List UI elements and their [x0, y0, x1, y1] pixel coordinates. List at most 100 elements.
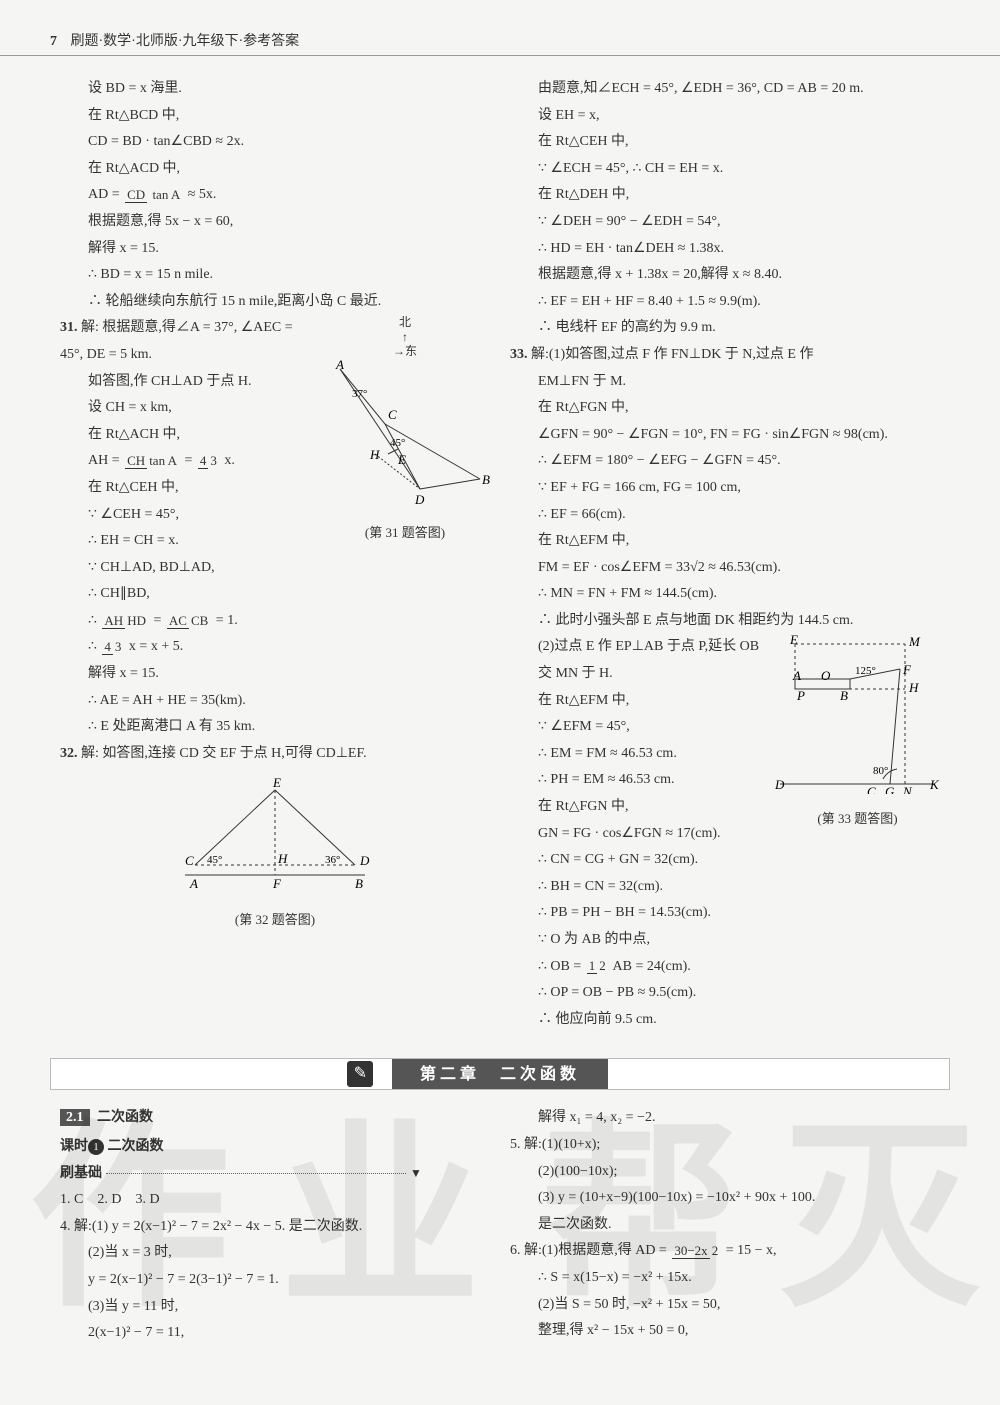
- left-column: 设 BD = x 海里. 在 Rt△BCD 中, CD = BD · tan∠C…: [50, 76, 500, 1033]
- svg-text:D: D: [359, 853, 370, 868]
- svg-text:B: B: [840, 688, 848, 703]
- answer-line: (2)(100−10x);: [510, 1159, 940, 1186]
- answer-line: 整理,得 x² − 15x + 50 = 0,: [510, 1318, 940, 1345]
- svg-text:G: G: [885, 784, 895, 794]
- denominator: tan A: [147, 453, 179, 468]
- fraction: CD tan A: [125, 188, 182, 202]
- lesson-title: 二次函数: [108, 1139, 164, 1154]
- page-number: 7: [50, 34, 57, 49]
- figure-32: E C D A F B H 45° 36° (第 32 题答图): [60, 775, 490, 932]
- question-number: 33.: [510, 347, 528, 362]
- formula-part: AB = 24(cm).: [613, 959, 691, 974]
- formula-part: =: [153, 613, 161, 628]
- text-line: 在 Rt△CEH 中,: [510, 129, 940, 156]
- svg-text:P: P: [796, 688, 805, 703]
- main-content: 设 BD = x 海里. 在 Rt△BCD 中, CD = BD · tan∠C…: [0, 56, 1000, 1043]
- compass-north: 北: [399, 315, 411, 329]
- formula-part: ∴: [88, 639, 97, 654]
- answer-line: 是二次函数.: [510, 1212, 940, 1239]
- text-line: 在 Rt△BCD 中,: [60, 103, 490, 130]
- formula-part: ∴: [88, 613, 97, 628]
- numerator: 30−2x: [672, 1243, 709, 1259]
- level-label: 刷基础: [60, 1166, 102, 1181]
- svg-text:K: K: [929, 777, 940, 792]
- bottom-content: 2.1 二次函数 课时1 二次函数 刷基础▼ 1. C 2. D 3. D 4.…: [0, 1100, 1000, 1366]
- text-line: 设 BD = x 海里.: [60, 76, 490, 103]
- svg-text:45°: 45°: [207, 854, 222, 866]
- svg-text:N: N: [902, 784, 913, 794]
- denominator: 3: [113, 639, 124, 654]
- fraction: 43: [198, 454, 219, 468]
- formula-part: ≈ 5x.: [188, 187, 217, 202]
- svg-text:E: E: [397, 452, 406, 467]
- answer-line: 5. 解:(1)(10+x);: [510, 1132, 940, 1159]
- answer-line: 4. 解:(1) y = 2(x−1)² − 7 = 2x² − 4x − 5.…: [60, 1214, 490, 1241]
- numerator: 4: [102, 639, 113, 655]
- text-line: ∴ EF = 66(cm).: [510, 502, 940, 529]
- formula-part: 6. 解:(1)根据题意,得 AD =: [510, 1243, 667, 1258]
- fraction: 12: [587, 959, 608, 973]
- answer-line: 6. 解:(1)根据题意,得 AD = 30−2x2 = 15 − x,: [510, 1238, 940, 1265]
- numerator: AH: [102, 613, 125, 629]
- text-line: 解: 根据题意,得∠A = 37°, ∠AEC = 45°, DE = 5 km…: [60, 320, 293, 362]
- svg-text:36°: 36°: [325, 854, 340, 866]
- text-line: 解得 x = 15.: [60, 236, 490, 263]
- figure-31: 北 ↑→东 A C H E D B 37° 45° (: [320, 315, 490, 545]
- text-line: ∠GFN = 90° − ∠FGN = 10°, FN = FG · sin∠F…: [510, 422, 940, 449]
- compass-east: 东: [405, 344, 417, 358]
- svg-text:D: D: [775, 777, 785, 792]
- text-line: 由题意,知∠ECH = 45°, ∠EDH = 36°, CD = AB = 2…: [510, 76, 940, 103]
- numerator: AC: [167, 613, 189, 629]
- text-line: ∴ CN = CG + GN = 32(cm).: [510, 847, 940, 874]
- text-line: 在 Rt△DEH 中,: [510, 182, 940, 209]
- svg-text:45°: 45°: [390, 437, 405, 449]
- text-line: EM⊥FN 于 M.: [510, 369, 940, 396]
- text-line: 根据题意,得 x + 1.38x = 20,解得 x ≈ 8.40.: [510, 262, 940, 289]
- chapter-band: ✎ 第二章 二次函数: [50, 1058, 950, 1090]
- svg-text:C: C: [388, 407, 397, 422]
- formula-part: =: [185, 453, 193, 468]
- text-line: FM = EF · cos∠EFM = 33√2 ≈ 46.53(cm).: [510, 555, 940, 582]
- bottom-left-column: 2.1 二次函数 课时1 二次函数 刷基础▼ 1. C 2. D 3. D 4.…: [50, 1105, 500, 1346]
- svg-text:H: H: [908, 680, 919, 695]
- answer-line: (3)当 y = 11 时,: [60, 1294, 490, 1321]
- figure-32-svg: E C D A F B H 45° 36°: [155, 775, 395, 895]
- compass: 北 ↑→东: [320, 315, 490, 358]
- lesson-heading: 课时1 二次函数: [60, 1134, 490, 1161]
- text-line: ∴ AHHD = ACCB = 1.: [60, 608, 490, 635]
- text-line: ∴ 轮船继续向东航行 15 n mile,距离小岛 C 最近.: [60, 289, 490, 316]
- text-line: ∴ 此时小强头部 E 点与地面 DK 相距约为 144.5 cm.: [510, 608, 940, 635]
- question-number: 31.: [60, 320, 78, 335]
- question-33: 33. 解:(1)如答图,过点 F 作 FN⊥DK 于 N,过点 E 作: [510, 342, 940, 369]
- lesson-number: 1: [88, 1139, 104, 1155]
- text-line: ∴ 电线杆 EF 的高约为 9.9 m.: [510, 315, 940, 342]
- section-heading: 2.1 二次函数: [60, 1105, 490, 1132]
- bottom-right-column: 解得 x₁ = 4, x₂ = −2. 5. 解:(1)(10+x); (2)(…: [500, 1105, 950, 1346]
- answer-line: ∴ S = x(15−x) = −x² + 15x.: [510, 1265, 940, 1292]
- svg-text:B: B: [482, 472, 490, 487]
- formula-part: = 15 − x,: [726, 1243, 777, 1258]
- numerator: CD: [125, 187, 147, 203]
- dots-divider: [106, 1173, 406, 1174]
- svg-text:D: D: [414, 492, 425, 507]
- text-line: ∴ PB = PH − BH = 14.53(cm).: [510, 900, 940, 927]
- svg-text:80°: 80°: [873, 765, 888, 777]
- svg-text:F: F: [272, 876, 282, 891]
- text-line: ∴ OP = OB − PB ≈ 9.5(cm).: [510, 980, 940, 1007]
- svg-text:E: E: [789, 634, 798, 647]
- text-line: ∴ EF = EH + HF = 8.40 + 1.5 ≈ 9.9(m).: [510, 289, 940, 316]
- page-header: 7 刷题·数学·北师版·九年级下·参考答案: [0, 0, 1000, 56]
- text-line: ∵ CH⊥AD, BD⊥AD,: [60, 555, 490, 582]
- text-line: ∴ BD = x = 15 n mile.: [60, 262, 490, 289]
- text-line: ∴ CH∥BD,: [60, 581, 490, 608]
- svg-text:E: E: [272, 775, 281, 790]
- denominator: HD: [125, 613, 148, 628]
- answer-line: 2(x−1)² − 7 = 11,: [60, 1320, 490, 1347]
- chapter-title: 第二章 二次函数: [420, 1059, 580, 1091]
- figure-31-caption: (第 31 题答图): [320, 521, 490, 546]
- text-line: ∵ ∠ECH = 45°, ∴ CH = EH = x.: [510, 156, 940, 183]
- text-line: 设 EH = x,: [510, 103, 940, 130]
- text-line: ∴ AE = AH + HE = 35(km).: [60, 688, 490, 715]
- fraction: 30−2x2: [672, 1244, 720, 1258]
- numerator: CH: [125, 453, 147, 469]
